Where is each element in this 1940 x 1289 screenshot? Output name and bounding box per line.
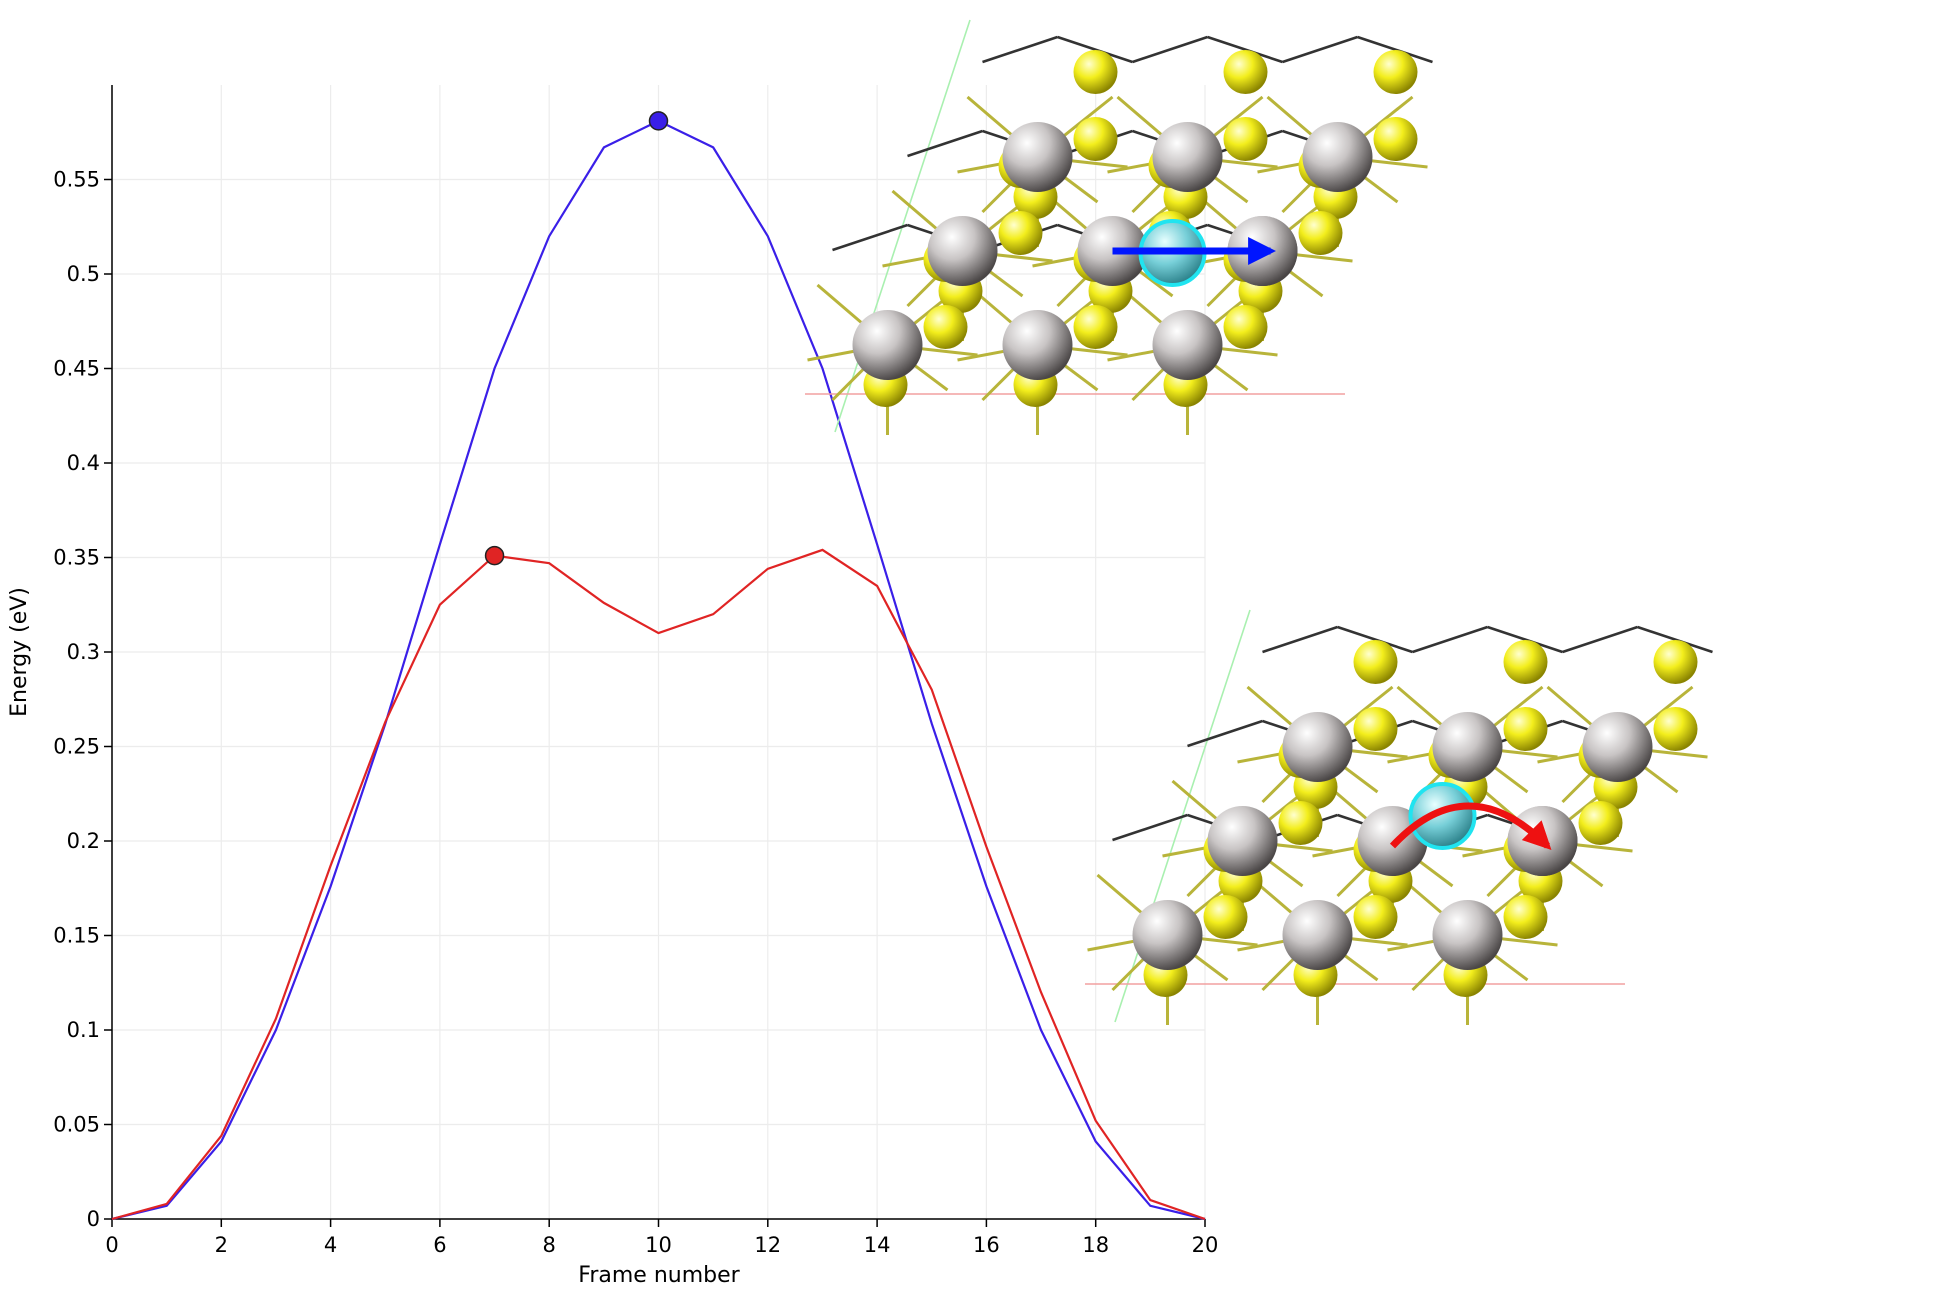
bond [1132, 35, 1208, 64]
metal-atom [1282, 900, 1353, 970]
sulfur-atom [1073, 50, 1118, 94]
bond [1187, 719, 1263, 748]
y-tick-label: 0.35 [53, 546, 100, 570]
x-tick-label: 12 [754, 1233, 781, 1257]
x-tick-label: 16 [973, 1233, 1000, 1257]
y-tick-label: 0.1 [67, 1018, 100, 1042]
moving-atom [1408, 782, 1477, 850]
grid [111, 85, 1206, 1220]
sulfur-atom [1298, 211, 1343, 255]
metal-atom [1207, 806, 1278, 876]
y-tick-label: 0.25 [53, 735, 100, 759]
metal-atom [1582, 712, 1653, 782]
metal-atom [1002, 310, 1073, 380]
sulfur-atom [1353, 640, 1398, 684]
series-2-max-point [484, 545, 505, 566]
y-axis-title: Energy (eV) [7, 587, 32, 717]
y-tick-label: 0.2 [67, 829, 100, 853]
x-tick-label: 2 [215, 1233, 228, 1257]
x-tick-label: 14 [864, 1233, 891, 1257]
y-tick-label: 0.4 [67, 451, 100, 475]
y-tick-label: 0.5 [67, 262, 100, 286]
x-ticks: 0 2 4 6 8 10 12 14 16 18 20 [105, 1219, 1218, 1257]
series-1-max-point [648, 111, 669, 131]
x-tick-label: 10 [645, 1233, 672, 1257]
sulfur-atom [1503, 707, 1548, 751]
metal-atom [1302, 122, 1373, 192]
y-tick-label: 0.55 [53, 168, 100, 192]
sulfur-atom [1503, 895, 1548, 939]
bond [1207, 35, 1283, 64]
sulfur-atom [1373, 117, 1418, 161]
metal-atom [1132, 900, 1203, 970]
sulfur-atom [1653, 640, 1698, 684]
straight-path-structure [805, 19, 1433, 435]
series-line-2 [111, 548, 1206, 1221]
metal-atom [1152, 122, 1223, 192]
bond [1337, 625, 1413, 654]
metal-atom [1432, 900, 1503, 970]
x-tick-label: 18 [1082, 1233, 1109, 1257]
bond [1282, 35, 1358, 64]
bond [1487, 625, 1563, 654]
y-tick-label: 0.05 [53, 1113, 100, 1137]
x-tick-label: 0 [105, 1233, 118, 1257]
sulfur-atom [1223, 117, 1268, 161]
sulfur-atom [1373, 50, 1418, 94]
bond [1112, 813, 1188, 842]
x-tick-label: 4 [324, 1233, 337, 1257]
bond [982, 35, 1058, 64]
bond [832, 223, 908, 252]
sulfur-atom [1503, 640, 1548, 684]
metal-atom [927, 216, 998, 286]
x-tick-label: 20 [1192, 1233, 1219, 1257]
metal-atom [1002, 122, 1073, 192]
bond [1057, 35, 1133, 64]
sulfur-atom [1578, 801, 1623, 845]
bond [1357, 35, 1433, 64]
x-axis-title: Frame number [578, 1263, 740, 1288]
metal-atom [1432, 712, 1503, 782]
sulfur-atom [1073, 117, 1118, 161]
sulfur-atom [1353, 707, 1398, 751]
sulfur-atom [1073, 305, 1118, 349]
metal-atom [852, 310, 923, 380]
y-tick-label: 0.3 [67, 640, 100, 664]
y-tick-label: 0.45 [53, 357, 100, 381]
bond [907, 129, 983, 158]
sulfur-atom [1653, 707, 1698, 751]
migration-arrow [1389, 802, 1552, 850]
bond [1412, 625, 1488, 654]
metal-atom [1282, 712, 1353, 782]
sulfur-atom [1223, 50, 1268, 94]
bond [1562, 625, 1638, 654]
bond [1262, 625, 1338, 654]
sulfur-atom [1223, 305, 1268, 349]
bond [1637, 625, 1713, 654]
sulfur-atom [1353, 895, 1398, 939]
x-tick-label: 8 [543, 1233, 556, 1257]
x-tick-label: 6 [433, 1233, 446, 1257]
curved-path-structure [1085, 609, 1713, 1025]
sulfur-atom [1278, 801, 1323, 845]
y-tick-label: 0.15 [53, 924, 100, 948]
sulfur-atom [923, 305, 968, 349]
y-tick-label: 0 [87, 1207, 100, 1231]
sulfur-atom [1203, 895, 1248, 939]
metal-atom [1152, 310, 1223, 380]
sulfur-atom [998, 211, 1043, 255]
y-ticks: 0 0.05 0.1 0.15 0.2 0.25 0.3 0.35 0.4 0.45 0.5 0.55 [53, 168, 112, 1231]
series [111, 111, 1206, 1221]
